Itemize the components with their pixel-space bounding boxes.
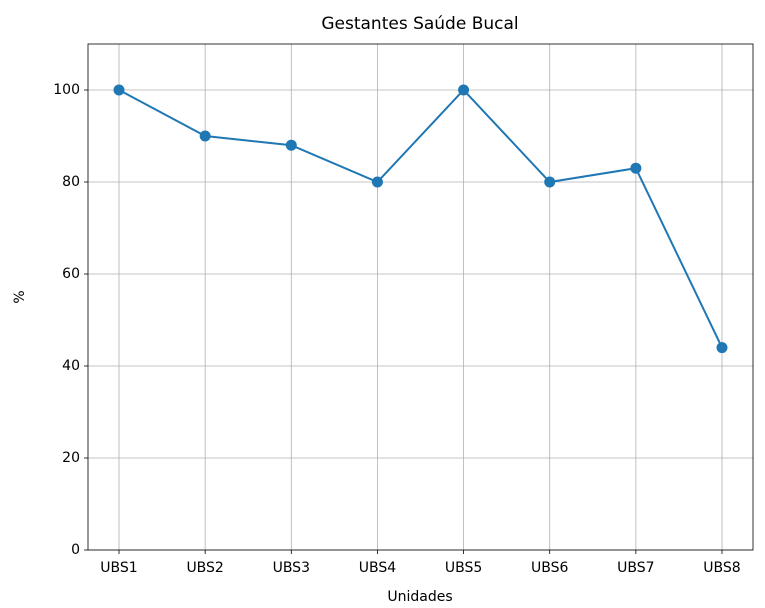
- x-tick-label: UBS2: [186, 560, 223, 576]
- marker: [458, 84, 470, 96]
- marker: [716, 342, 728, 354]
- x-tick-label: UBS5: [445, 560, 482, 576]
- y-tick-label: 60: [62, 266, 80, 282]
- marker: [285, 139, 297, 151]
- x-tick-label: UBS6: [531, 560, 568, 576]
- line: [118, 88, 723, 349]
- x-tick-label: UBS3: [273, 560, 310, 576]
- x-tick-label: UBS7: [617, 560, 654, 576]
- x-tick-label: UBS1: [100, 560, 137, 576]
- marker: [199, 130, 211, 142]
- marker: [113, 84, 125, 96]
- plot-frame: [87, 43, 754, 551]
- x-axis-label: Unidades: [387, 589, 452, 605]
- y-tick-label: 40: [62, 358, 80, 374]
- y-tick-label: 0: [71, 542, 80, 558]
- marker: [544, 176, 556, 188]
- y-tick-label: 20: [62, 450, 80, 466]
- x-tick-label: UBS8: [703, 560, 740, 576]
- y-axis-label: %: [12, 290, 28, 303]
- chart-title: Gestantes Saúde Bucal: [321, 14, 518, 34]
- marker: [630, 162, 642, 174]
- y-tick-label: 100: [53, 82, 80, 98]
- x-tick-label: UBS4: [359, 560, 396, 576]
- marker: [371, 176, 383, 188]
- y-tick-label: 80: [62, 174, 80, 190]
